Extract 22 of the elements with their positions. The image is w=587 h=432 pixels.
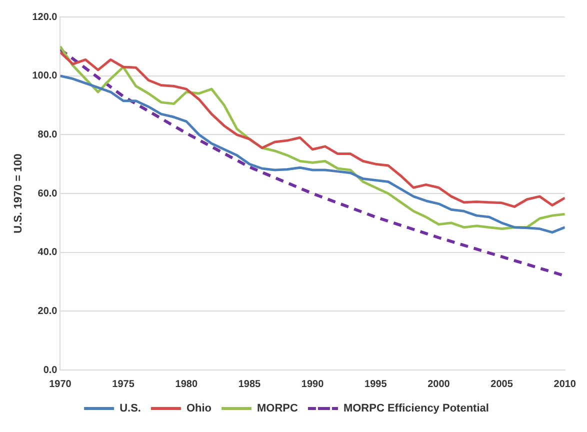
x-tick-label: 2010	[554, 378, 576, 390]
x-tick-label: 1975	[112, 378, 135, 390]
legend-label: Ohio	[186, 402, 212, 415]
y-tick-label: 0.0	[43, 364, 58, 376]
x-tick-label: 1980	[175, 378, 198, 390]
y-tick-label: 40.0	[38, 247, 58, 258]
legend-label: MORPC Efficiency Potential	[343, 402, 489, 415]
y-tick-label: 120.0	[32, 12, 58, 23]
x-tick-label: 2000	[428, 378, 450, 390]
x-tick-label: 2005	[490, 378, 514, 390]
legend-label: U.S.	[120, 402, 141, 415]
y-tick-label: 60.0	[38, 188, 58, 200]
x-tick-label: 1995	[364, 378, 388, 390]
y-tick-label: 80.0	[38, 129, 58, 140]
x-tick-label: 1990	[301, 378, 324, 390]
legend-label: MORPC	[257, 402, 298, 415]
y-axis-title: U.S. 1970 = 100	[12, 154, 25, 234]
line-series	[60, 48, 565, 278]
y-tick-label: 20.0	[38, 306, 58, 317]
y-tick-label: 100.0	[32, 70, 58, 82]
x-tick-label: 1970	[49, 378, 72, 390]
x-tick-label: 1985	[238, 378, 262, 390]
